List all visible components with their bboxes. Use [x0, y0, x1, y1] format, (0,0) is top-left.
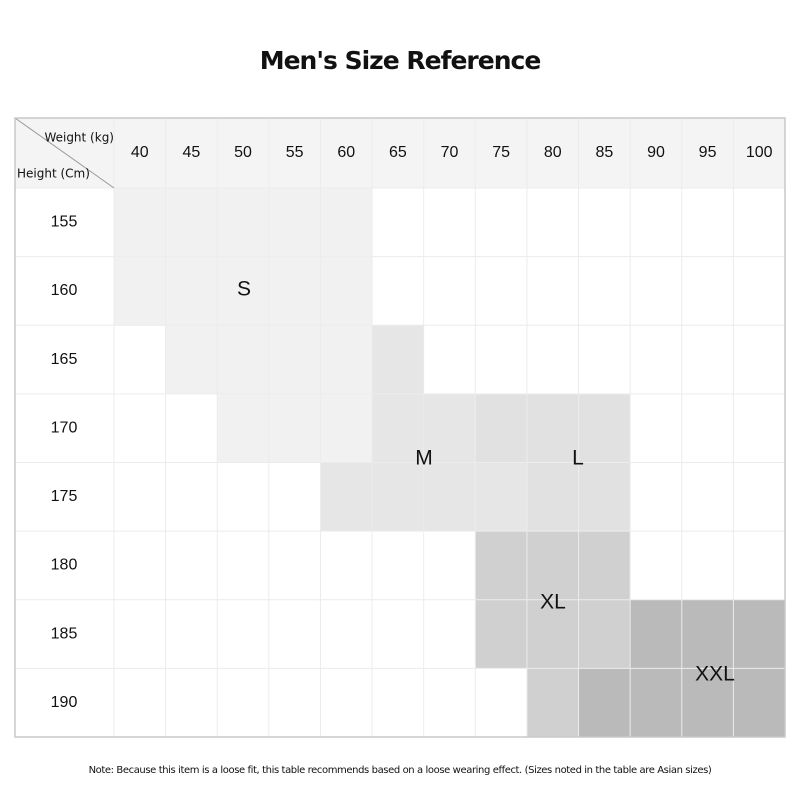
weight-header: 95	[699, 144, 717, 161]
size-cell	[475, 599, 631, 669]
weight-header: 75	[492, 144, 510, 161]
weight-header: 45	[183, 144, 201, 161]
height-header: 160	[51, 282, 78, 299]
size-cell	[217, 393, 373, 463]
size-label: XXL	[695, 663, 735, 686]
size-label: S	[237, 278, 251, 301]
weight-header: 60	[337, 144, 355, 161]
weight-header: 65	[389, 144, 407, 161]
height-header: 165	[51, 351, 78, 368]
weight-header: 70	[441, 144, 459, 161]
weight-label: Weight (kg)	[44, 131, 114, 145]
size-label: M	[415, 447, 433, 470]
title: Men's Size Reference	[260, 46, 541, 75]
table-border	[14, 117, 786, 738]
height-header: 185	[51, 625, 78, 642]
height-header: 155	[51, 214, 78, 231]
header-background	[15, 118, 785, 188]
corner-diagonal	[14, 117, 115, 189]
weight-header: 50	[234, 144, 252, 161]
height-header: 190	[51, 694, 78, 711]
weight-header: 40	[131, 144, 149, 161]
height-label: Height (Cm)	[17, 167, 90, 181]
weight-header: 85	[595, 144, 613, 161]
size-cell	[114, 188, 373, 257]
weight-header: 55	[286, 144, 304, 161]
size-cell	[475, 531, 631, 600]
height-header: 180	[51, 557, 78, 574]
size-cell	[114, 256, 373, 326]
weight-header: 100	[746, 144, 773, 161]
weight-header: 90	[647, 144, 665, 161]
weight-header: 80	[544, 144, 562, 161]
size-label: L	[572, 447, 584, 470]
size-cell	[475, 393, 631, 463]
note: Note: Because this item is a loose fit, …	[89, 765, 712, 776]
size-cell	[372, 325, 424, 394]
height-header: 170	[51, 419, 78, 436]
height-header: 175	[51, 488, 78, 505]
grid	[15, 118, 786, 738]
size-label: XL	[540, 591, 566, 614]
size-cell	[630, 599, 785, 669]
size-cell	[526, 668, 579, 737]
